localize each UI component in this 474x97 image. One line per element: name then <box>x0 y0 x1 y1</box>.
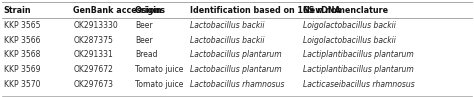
Text: Tomato juice: Tomato juice <box>135 80 183 89</box>
Text: Origin: Origin <box>135 6 163 15</box>
Text: Lactobacillus rhamnosus: Lactobacillus rhamnosus <box>190 80 284 89</box>
Text: New nomenclature: New nomenclature <box>303 6 389 15</box>
Text: Lactiplantibacillus plantarum: Lactiplantibacillus plantarum <box>303 65 414 74</box>
Text: KKP 3565: KKP 3565 <box>4 21 40 30</box>
Text: KKP 3570: KKP 3570 <box>4 80 40 89</box>
Text: Lactobacillus backii: Lactobacillus backii <box>190 21 264 30</box>
Text: Lactobacillus plantarum: Lactobacillus plantarum <box>190 50 281 59</box>
Text: KKP 3568: KKP 3568 <box>4 50 40 59</box>
Text: Lactiplantibacillus plantarum: Lactiplantibacillus plantarum <box>303 50 414 59</box>
Text: Beer: Beer <box>135 36 153 45</box>
Text: OK297673: OK297673 <box>73 80 113 89</box>
Text: GenBank accessions: GenBank accessions <box>73 6 165 15</box>
Text: Beer: Beer <box>135 21 153 30</box>
Text: OK297672: OK297672 <box>73 65 113 74</box>
Text: Loigolactobacillus backii: Loigolactobacillus backii <box>303 36 396 45</box>
Text: KKP 3569: KKP 3569 <box>4 65 40 74</box>
Text: Lactobacillus plantarum: Lactobacillus plantarum <box>190 65 281 74</box>
Text: Identification based on 16S rDNA: Identification based on 16S rDNA <box>190 6 340 15</box>
Text: Bread: Bread <box>135 50 157 59</box>
Text: Lactobacillus backii: Lactobacillus backii <box>190 36 264 45</box>
Text: Tomato juice: Tomato juice <box>135 65 183 74</box>
Text: Strain: Strain <box>4 6 31 15</box>
Text: KKP 3566: KKP 3566 <box>4 36 40 45</box>
Text: OK2913330: OK2913330 <box>73 21 118 30</box>
Text: OK287375: OK287375 <box>73 36 113 45</box>
Text: OK291331: OK291331 <box>73 50 113 59</box>
Text: Loigolactobacillus backii: Loigolactobacillus backii <box>303 21 396 30</box>
Text: Lacticaseibacillus rhamnosus: Lacticaseibacillus rhamnosus <box>303 80 415 89</box>
